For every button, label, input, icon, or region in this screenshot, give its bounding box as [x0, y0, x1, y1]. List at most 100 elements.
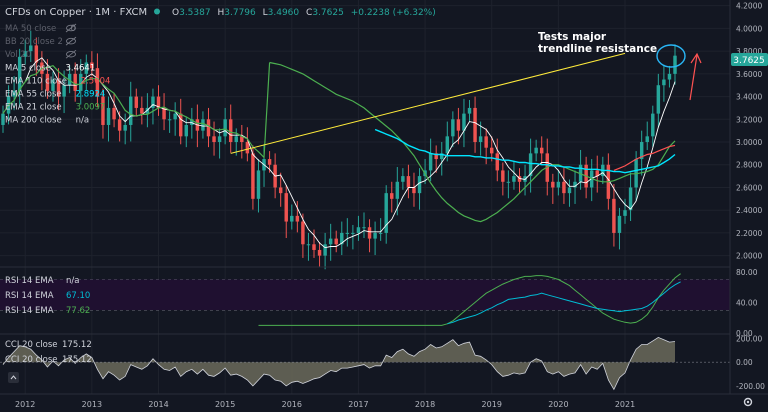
candle[interactable]: [534, 139, 538, 162]
candle[interactable]: [656, 73, 661, 128]
candle[interactable]: [295, 201, 300, 233]
settings-gear-icon[interactable]: [743, 397, 753, 407]
candle[interactable]: [151, 88, 155, 125]
candle[interactable]: [595, 155, 599, 193]
candle[interactable]: [79, 59, 83, 105]
candle[interactable]: [362, 212, 366, 239]
candle[interactable]: [506, 170, 511, 199]
candle[interactable]: [490, 136, 494, 162]
candle[interactable]: [56, 68, 61, 111]
candle[interactable]: [456, 107, 461, 145]
candle[interactable]: [12, 76, 16, 111]
candle[interactable]: [123, 113, 127, 145]
legend-item-ma50[interactable]: MA 50 close 0: [5, 23, 77, 34]
candle[interactable]: [290, 204, 294, 230]
candle[interactable]: [190, 107, 194, 139]
candle[interactable]: [101, 88, 105, 139]
legend-item-ema21[interactable]: EMA 21 close 3.0097: [5, 103, 105, 113]
candle[interactable]: [645, 121, 649, 150]
candle[interactable]: [662, 64, 666, 102]
candle[interactable]: [178, 98, 183, 145]
candle[interactable]: [628, 172, 633, 221]
candle[interactable]: [212, 121, 216, 156]
candle[interactable]: [223, 107, 227, 145]
candle[interactable]: [228, 104, 233, 153]
candle[interactable]: [617, 207, 622, 250]
candle[interactable]: [29, 30, 33, 62]
candle[interactable]: [539, 136, 544, 165]
candle[interactable]: [373, 221, 377, 256]
candle[interactable]: [62, 70, 66, 114]
candle[interactable]: [140, 96, 144, 125]
candle[interactable]: [95, 53, 100, 108]
candle[interactable]: [156, 85, 161, 116]
symbol-title[interactable]: CFDs on Copper · 1M · FXCM: [5, 7, 147, 18]
candle[interactable]: [306, 232, 311, 261]
candle[interactable]: [501, 162, 505, 196]
candle[interactable]: [512, 161, 516, 190]
candle[interactable]: [567, 179, 572, 207]
candle[interactable]: [84, 54, 89, 91]
candle[interactable]: [434, 145, 438, 173]
candle[interactable]: [562, 167, 566, 204]
candle[interactable]: [573, 170, 577, 204]
candle[interactable]: [367, 219, 372, 253]
legend-item-ma5[interactable]: MA 5 close 3.4641: [5, 63, 95, 73]
candle[interactable]: [440, 142, 444, 176]
candle[interactable]: [390, 181, 394, 213]
price-axis[interactable]: 4.2000 4.0000 3.8000 3.6000 3.4000 3.2000 3.00…: [736, 2, 762, 261]
candle[interactable]: [17, 48, 22, 108]
candle[interactable]: [428, 138, 433, 182]
candle[interactable]: [73, 62, 77, 102]
candle[interactable]: [462, 98, 466, 148]
candle[interactable]: [51, 71, 55, 102]
candle[interactable]: [301, 213, 305, 258]
candle[interactable]: [334, 230, 338, 253]
candle[interactable]: [340, 221, 344, 256]
legend-item-ema55[interactable]: EMA 55 close 2.8924: [5, 90, 105, 100]
candle[interactable]: [112, 93, 116, 128]
candle[interactable]: [317, 242, 322, 267]
legend-item-vol20[interactable]: Vol 20: [5, 49, 77, 60]
candle[interactable]: [312, 229, 316, 258]
candle[interactable]: [184, 117, 188, 148]
legend-item-ma200[interactable]: MA 200 close n/a: [5, 116, 89, 126]
candle[interactable]: [328, 223, 333, 261]
candle[interactable]: [134, 88, 139, 116]
candle[interactable]: [356, 215, 361, 241]
candle[interactable]: [467, 99, 472, 122]
candle[interactable]: [378, 218, 383, 241]
candle[interactable]: [162, 93, 166, 131]
candle[interactable]: [623, 198, 627, 224]
candle[interactable]: [278, 172, 283, 207]
candle[interactable]: [556, 170, 561, 196]
candle[interactable]: [106, 96, 111, 142]
legend-item-bb20[interactable]: BB 20 close 2: [5, 36, 77, 47]
candle[interactable]: [167, 111, 172, 133]
candle[interactable]: [67, 65, 72, 94]
candle[interactable]: [245, 127, 250, 162]
candle[interactable]: [351, 224, 355, 250]
candle[interactable]: [251, 145, 255, 210]
candle[interactable]: [551, 173, 555, 204]
candle[interactable]: [206, 107, 211, 148]
collapse-icon[interactable]: [8, 372, 19, 383]
candle[interactable]: [217, 128, 222, 159]
candle[interactable]: [323, 232, 327, 270]
candlestick-series[interactable]: [1, 30, 677, 270]
legend-item-ema110[interactable]: EMA 110 close 2.5604: [5, 76, 110, 86]
candle[interactable]: [651, 105, 655, 148]
hidden-eye-icon[interactable]: [65, 23, 77, 33]
candle[interactable]: [406, 164, 411, 199]
hidden-eye-icon[interactable]: [65, 49, 77, 59]
candle[interactable]: [34, 37, 39, 77]
hidden-eye-icon[interactable]: [65, 36, 77, 46]
candle[interactable]: [90, 51, 94, 77]
candle[interactable]: [451, 111, 455, 148]
candle[interactable]: [401, 168, 405, 190]
candle[interactable]: [417, 168, 422, 210]
candle[interactable]: [667, 65, 672, 88]
candle[interactable]: [240, 124, 244, 159]
candle[interactable]: [478, 121, 483, 156]
candle[interactable]: [129, 81, 133, 142]
